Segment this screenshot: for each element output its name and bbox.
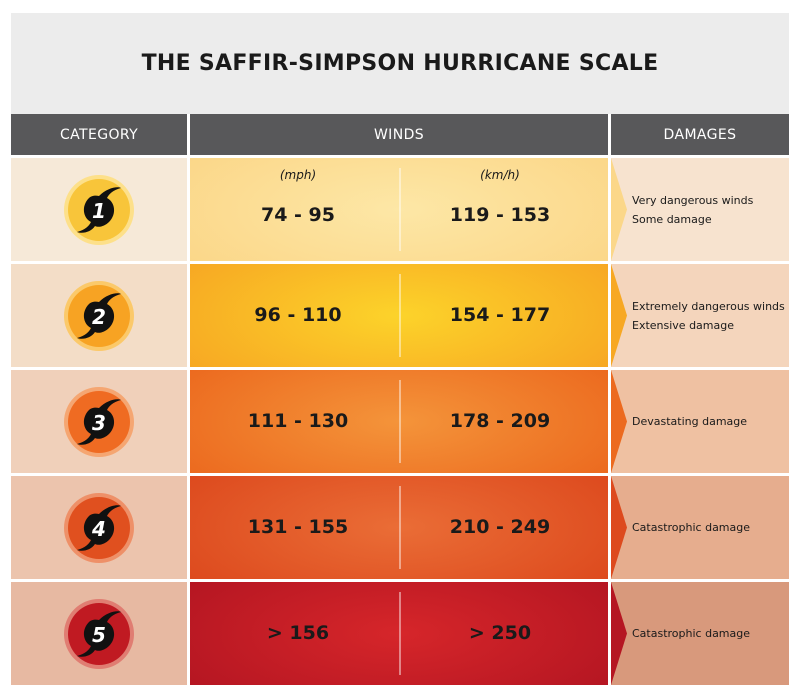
category-cell: 1 [11, 158, 187, 261]
damage-description: Extremely dangerous winds Extensive damag… [632, 264, 787, 367]
damage-line: Devastating damage [632, 415, 748, 428]
scale-row: 4 131 - 155 210 - 249 Catastrophic damage [11, 476, 789, 579]
scale-row: 2 96 - 110 154 - 177 Extremely dangerous wi… [11, 264, 789, 367]
title-band: THE SAFFIR-SIMPSON HURRICANE SCALE [11, 13, 789, 114]
unit-mph: (mph) [279, 168, 317, 182]
winds-divider [399, 592, 401, 675]
wind-mph-value: 96 - 110 [254, 304, 342, 326]
damage-line: Very dangerous winds [632, 193, 754, 207]
arrow-icon [611, 476, 627, 579]
damage-cell: Devastating damage [611, 370, 789, 473]
winds-cell: > 156 > 250 [190, 582, 608, 685]
unit-kmh: (km/h) [480, 168, 520, 182]
wind-kmh-value: 210 - 249 [449, 516, 551, 538]
category-number: 3 [92, 411, 106, 435]
winds-divider [399, 168, 401, 251]
wind-kmh-value: 119 - 153 [449, 204, 551, 226]
hurricane-icon: 3 [64, 386, 134, 457]
damage-line: Some damage [632, 212, 712, 226]
winds-divider [399, 380, 401, 463]
hurricane-icon: 2 [64, 280, 134, 351]
wind-mph-value: 131 - 155 [247, 516, 349, 538]
damage-description: Devastating damage [632, 370, 787, 473]
category-number: 1 [92, 199, 106, 223]
scale-row: 3 111 - 130 178 - 209 Devastating damage [11, 370, 789, 473]
wind-mph-value: 111 - 130 [247, 410, 349, 432]
hurricane-icon: 4 [64, 492, 134, 563]
wind-kmh-value: 178 - 209 [449, 410, 551, 432]
hurricane-icon: 1 [64, 174, 134, 245]
wind-kmh-value: > 250 [468, 622, 532, 644]
damage-cell: Catastrophic damage [611, 476, 789, 579]
header-category: CATEGORY [11, 114, 187, 155]
damage-description: Catastrophic damage [632, 476, 787, 579]
hurricane-icon: 5 [64, 598, 134, 669]
category-cell: 2 [11, 264, 187, 367]
damage-line: Extremely dangerous winds [632, 299, 785, 313]
winds-cell: 96 - 110 154 - 177 [190, 264, 608, 367]
winds-cell: 111 - 130 178 - 209 [190, 370, 608, 473]
damage-description: Catastrophic damage [632, 582, 787, 685]
winds-divider [399, 274, 401, 357]
wind-kmh-value: 154 - 177 [449, 304, 551, 326]
category-number: 2 [92, 305, 106, 329]
winds-cell: (mph) (km/h) 74 - 95 119 - 153 [190, 158, 608, 261]
category-cell: 3 [11, 370, 187, 473]
damage-cell: Very dangerous winds Some damage [611, 158, 789, 261]
damage-line: Catastrophic damage [632, 521, 751, 534]
wind-mph-value: > 156 [266, 622, 330, 644]
scale-row: 5 > 156 > 250 Catastrophic damage [11, 582, 789, 685]
arrow-icon [611, 582, 627, 685]
category-number: 5 [92, 623, 106, 647]
scale-row: 1 (mph) (km/h) 74 - 95 119 - 153 Very dangero… [11, 158, 789, 261]
page-title: THE SAFFIR-SIMPSON HURRICANE SCALE [141, 51, 659, 76]
damage-cell: Catastrophic damage [611, 582, 789, 685]
damage-description: Very dangerous winds Some damage [632, 158, 787, 261]
winds-divider [399, 486, 401, 569]
category-cell: 4 [11, 476, 187, 579]
arrow-icon [611, 158, 627, 261]
wind-mph-value: 74 - 95 [261, 204, 335, 226]
damage-line: Catastrophic damage [632, 627, 751, 640]
damage-cell: Extremely dangerous winds Extensive damag… [611, 264, 789, 367]
winds-cell: 131 - 155 210 - 249 [190, 476, 608, 579]
category-cell: 5 [11, 582, 187, 685]
damage-line: Extensive damage [632, 318, 735, 332]
arrow-icon [611, 264, 627, 367]
header-damages: DAMAGES [611, 114, 789, 155]
header-winds: WINDS [190, 114, 608, 155]
arrow-icon [611, 370, 627, 473]
category-number: 4 [91, 517, 106, 541]
